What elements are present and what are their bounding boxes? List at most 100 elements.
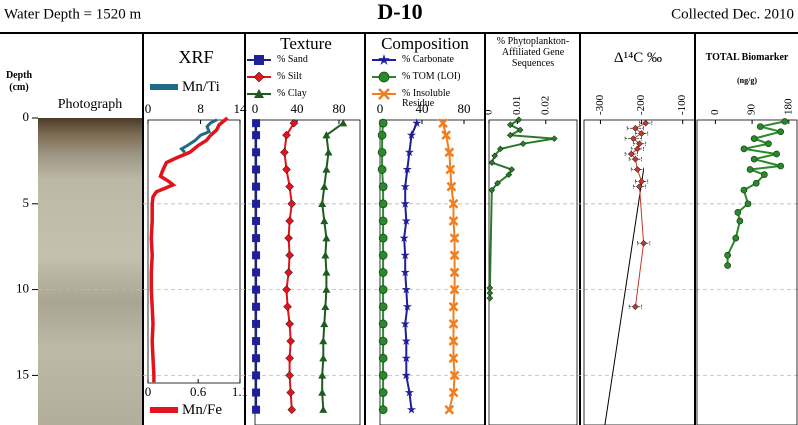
data-point [401,284,411,294]
data-point [488,159,496,166]
data-point [445,164,456,175]
data-point [378,250,388,260]
data-point [497,145,504,153]
panel-title: TOTAL Biomarker [705,52,789,63]
data-point [404,387,414,397]
core-photograph [38,118,143,425]
data-point [377,165,387,174]
data-point [441,130,452,141]
data-point [777,128,785,136]
data-point [252,337,261,346]
data-point [252,388,261,397]
data-point [282,285,291,294]
data-point [505,171,513,178]
data-point [638,130,645,137]
data-point [400,319,410,328]
data-point [632,124,639,132]
plot-frame [696,119,798,425]
error-bar [624,136,642,141]
data-point [318,388,327,396]
data-point [377,130,387,140]
data-point [634,145,641,153]
data-point [629,135,637,142]
data-point [378,118,388,128]
x-tick-label: 90 [746,104,758,116]
data-point [286,388,296,397]
x-tick-label: 0 [483,109,495,115]
data-point [752,179,760,187]
data-point [744,200,752,208]
x-tick-label: 0 [377,101,384,116]
data-point [402,301,412,311]
data-point [321,251,330,259]
data-point [406,130,417,139]
data-point [632,303,639,311]
data-point [285,250,295,260]
data-point [449,370,460,381]
series-line [488,118,555,299]
data-point [252,371,261,380]
data-point [632,155,639,163]
data-point [322,165,331,173]
data-point [448,216,459,226]
data-point [280,147,289,157]
data-point [740,145,748,153]
data-point [494,179,501,187]
x-tick-label: 0 [252,101,259,116]
data-point [378,182,388,191]
data-point [642,119,650,127]
data-point [732,234,740,242]
data-point [252,405,261,414]
x-tick-label: 8 [197,101,204,116]
data-point [638,178,645,185]
panel-title: % Phytoplankton-Affiliated Gene Sequence… [496,36,570,69]
x-tick-label: -200 [635,94,647,115]
data-point [285,371,295,380]
legend-marker [253,71,265,83]
data-point [627,150,635,158]
plot-frame [379,119,486,425]
legend-marker [254,55,264,65]
data-point [322,131,331,139]
data-point [318,371,327,379]
series-line [403,122,418,410]
x2-tick-label: 0.6 [190,384,207,399]
plot-frame [147,119,241,384]
data-point [287,199,297,209]
data-point [448,387,459,398]
data-point [773,150,780,158]
data-point [320,216,329,225]
data-point [252,119,261,128]
data-point [252,234,261,243]
data-point [377,147,387,157]
data-point [756,123,764,130]
data-point [508,166,516,173]
data-point [252,285,261,294]
data-point [320,319,329,328]
plot-frame [254,119,361,425]
data-point [285,319,295,329]
x-tick-label: 0 [709,109,721,115]
legend-marker [378,54,390,65]
data-point [760,171,768,178]
header-title: D-10 [377,0,422,24]
data-point [322,268,331,276]
data-point [750,135,758,142]
x-tick-label: 40 [416,101,429,116]
data-point [339,119,348,127]
data-point [400,267,410,277]
data-point [401,353,411,363]
data-point [746,166,754,173]
data-point [519,140,527,148]
data-point [378,285,388,294]
data-point [319,337,328,345]
data-point [765,140,772,148]
data-point [324,148,333,156]
data-point [321,302,330,310]
x-tick-label: 80 [333,101,346,116]
data-point [319,354,328,362]
data-point [252,319,261,328]
data-point [486,294,494,302]
